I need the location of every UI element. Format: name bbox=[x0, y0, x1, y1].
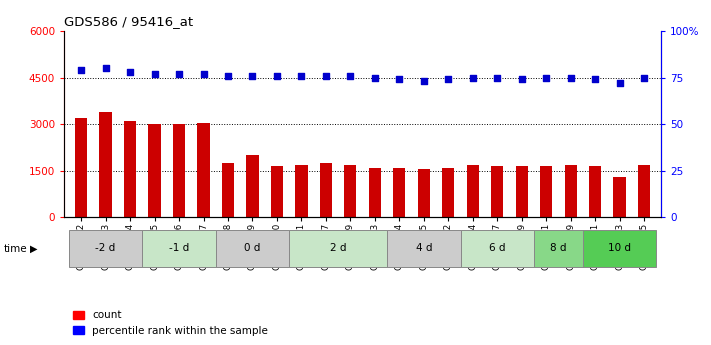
Bar bbox=[124, 121, 137, 217]
Point bbox=[491, 75, 503, 80]
Bar bbox=[515, 166, 528, 217]
Point bbox=[320, 73, 331, 79]
Bar bbox=[393, 168, 405, 217]
Point bbox=[247, 73, 258, 79]
Text: 0 d: 0 d bbox=[245, 244, 261, 253]
Point bbox=[540, 75, 552, 80]
Text: 6 d: 6 d bbox=[489, 244, 506, 253]
Point bbox=[565, 75, 577, 80]
Bar bbox=[614, 177, 626, 217]
Point bbox=[589, 77, 601, 82]
Point bbox=[272, 73, 283, 79]
Bar bbox=[246, 155, 259, 217]
Bar bbox=[271, 166, 283, 217]
Bar bbox=[565, 165, 577, 217]
Point bbox=[516, 77, 528, 82]
Bar bbox=[289, 230, 387, 267]
Bar bbox=[461, 230, 534, 267]
Point bbox=[75, 67, 87, 73]
Bar bbox=[173, 124, 185, 217]
Point bbox=[442, 77, 454, 82]
Point bbox=[223, 73, 234, 79]
Point bbox=[394, 77, 405, 82]
Bar bbox=[222, 163, 234, 217]
Bar bbox=[417, 169, 430, 217]
Text: GDS586 / 95416_at: GDS586 / 95416_at bbox=[64, 16, 193, 29]
Bar bbox=[69, 230, 142, 267]
Bar bbox=[442, 168, 454, 217]
Bar bbox=[320, 163, 332, 217]
Text: ▶: ▶ bbox=[30, 244, 38, 254]
Text: 4 d: 4 d bbox=[415, 244, 432, 253]
Bar bbox=[638, 165, 651, 217]
Bar bbox=[142, 230, 215, 267]
Point bbox=[614, 80, 625, 86]
Point bbox=[296, 73, 307, 79]
Bar bbox=[295, 165, 308, 217]
Text: time: time bbox=[4, 244, 27, 254]
Legend: count, percentile rank within the sample: count, percentile rank within the sample bbox=[69, 306, 272, 340]
Point bbox=[467, 75, 479, 80]
Point bbox=[100, 66, 112, 71]
Point bbox=[198, 71, 209, 77]
Text: 8 d: 8 d bbox=[550, 244, 567, 253]
Bar bbox=[534, 230, 583, 267]
Bar bbox=[149, 124, 161, 217]
Bar bbox=[369, 168, 381, 217]
Bar bbox=[215, 230, 289, 267]
Bar bbox=[540, 166, 552, 217]
Bar bbox=[491, 166, 503, 217]
Bar bbox=[387, 230, 461, 267]
Point bbox=[638, 75, 650, 80]
Bar bbox=[589, 166, 602, 217]
Point bbox=[173, 71, 185, 77]
Bar bbox=[344, 165, 356, 217]
Bar bbox=[583, 230, 656, 267]
Text: -2 d: -2 d bbox=[95, 244, 116, 253]
Text: 10 d: 10 d bbox=[608, 244, 631, 253]
Text: -1 d: -1 d bbox=[169, 244, 189, 253]
Point bbox=[124, 69, 136, 75]
Point bbox=[345, 73, 356, 79]
Text: 2 d: 2 d bbox=[330, 244, 346, 253]
Bar bbox=[100, 112, 112, 217]
Bar bbox=[75, 118, 87, 217]
Bar bbox=[466, 165, 479, 217]
Point bbox=[369, 75, 380, 80]
Bar bbox=[198, 123, 210, 217]
Point bbox=[418, 79, 429, 84]
Point bbox=[149, 71, 160, 77]
